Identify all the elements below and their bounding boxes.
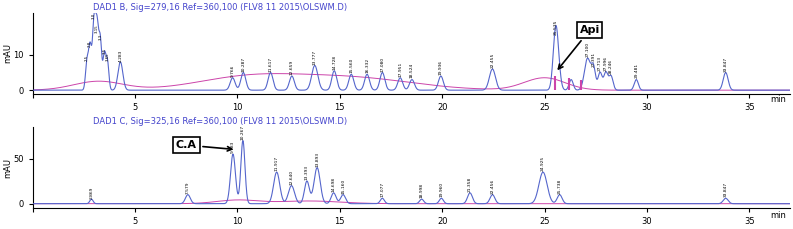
Text: 27.713: 27.713 — [598, 56, 602, 71]
Text: 16.332: 16.332 — [365, 58, 369, 73]
Text: 10.287: 10.287 — [241, 57, 245, 72]
Text: 22.455: 22.455 — [490, 53, 494, 68]
Text: 28.246: 28.246 — [609, 59, 613, 74]
Y-axis label: mAU: mAU — [3, 43, 12, 63]
Text: 19.936: 19.936 — [439, 60, 442, 75]
Text: 11.917: 11.917 — [274, 156, 278, 171]
Text: 14.698: 14.698 — [331, 177, 335, 192]
Text: 27.996: 27.996 — [604, 56, 608, 71]
Text: 2.869: 2.869 — [90, 186, 94, 199]
Text: 13.893: 13.893 — [315, 152, 319, 167]
Text: 27.391: 27.391 — [592, 52, 596, 67]
Text: 11.617: 11.617 — [269, 57, 273, 72]
Text: 33.847: 33.847 — [724, 182, 728, 197]
Text: 3.65: 3.65 — [105, 53, 109, 61]
Text: DAD1 C, Sig=325,16 Ref=360,100 (FLV8 11 2015\OLSWM.D): DAD1 C, Sig=325,16 Ref=360,100 (FLV8 11 … — [94, 117, 347, 126]
Text: 10.267: 10.267 — [241, 125, 245, 140]
Text: 17.951: 17.951 — [398, 62, 402, 77]
Text: 3.0: 3.0 — [92, 13, 96, 19]
Text: C.A: C.A — [176, 140, 232, 151]
Text: 3.5: 3.5 — [102, 48, 106, 54]
Text: 9.783: 9.783 — [231, 141, 235, 153]
Text: 14.728: 14.728 — [332, 55, 336, 70]
Text: 18.524: 18.524 — [410, 63, 414, 78]
Text: 21.358: 21.358 — [468, 177, 472, 192]
Text: 29.481: 29.481 — [634, 63, 638, 78]
Text: 12.640: 12.640 — [289, 170, 293, 185]
Text: 24.925: 24.925 — [541, 156, 545, 171]
Text: min: min — [770, 211, 786, 220]
Text: 3.3: 3.3 — [98, 34, 102, 40]
Text: DAD1 B, Sig=279,16 Ref=360,100 (FLV8 11 2015\OLSWM.D): DAD1 B, Sig=279,16 Ref=360,100 (FLV8 11 … — [94, 3, 347, 12]
Text: 15.160: 15.160 — [341, 179, 345, 194]
Text: 18.998: 18.998 — [419, 183, 423, 198]
Text: 7.579: 7.579 — [186, 182, 190, 194]
Text: 3.15: 3.15 — [95, 25, 99, 33]
Text: 17.077: 17.077 — [381, 182, 385, 197]
Text: 2.5: 2.5 — [85, 55, 89, 61]
Text: 9.766: 9.766 — [231, 64, 235, 77]
Text: 22.456: 22.456 — [490, 179, 495, 194]
Text: 13.777: 13.777 — [312, 50, 316, 65]
Y-axis label: mAU: mAU — [3, 158, 12, 178]
Text: 12.659: 12.659 — [290, 60, 294, 75]
Text: 17.080: 17.080 — [381, 57, 385, 72]
Text: min: min — [770, 95, 786, 104]
Text: 33.847: 33.847 — [724, 57, 728, 72]
Text: 4.283: 4.283 — [118, 49, 122, 62]
Text: Api: Api — [558, 25, 600, 69]
Text: 25.738: 25.738 — [557, 179, 561, 194]
Text: 19.960: 19.960 — [439, 182, 443, 197]
Text: 25.535: 25.535 — [554, 20, 557, 35]
Text: 2.8: 2.8 — [88, 41, 92, 47]
Text: 15.560: 15.560 — [349, 58, 353, 73]
Text: 27.100: 27.100 — [585, 41, 589, 57]
Text: 13.393: 13.393 — [305, 165, 309, 180]
